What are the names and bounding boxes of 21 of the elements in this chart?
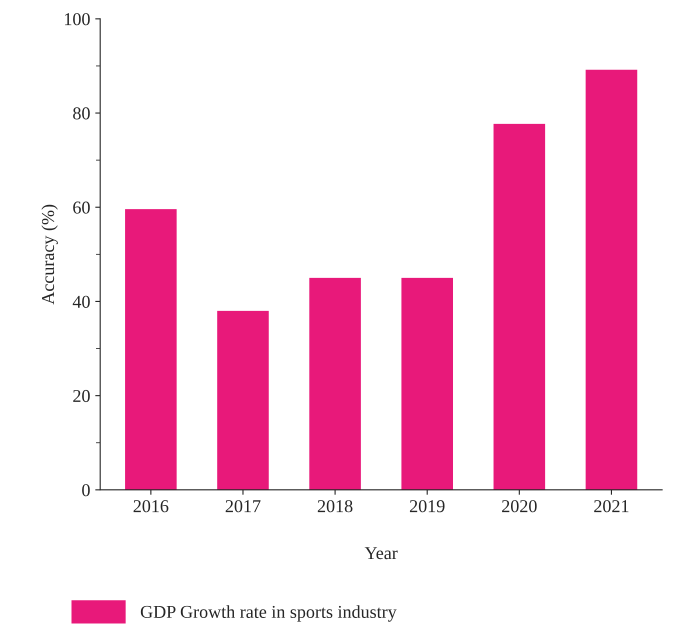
bar bbox=[586, 70, 638, 490]
y-tick-label: 60 bbox=[73, 201, 90, 214]
x-tick-label: 2017 bbox=[226, 500, 261, 512]
x-tick-label: 2016 bbox=[134, 500, 168, 512]
bar bbox=[309, 278, 361, 490]
x-axis-title: Year bbox=[364, 547, 398, 560]
y-tick-label: 20 bbox=[73, 390, 90, 402]
y-tick-label: 0 bbox=[82, 484, 90, 496]
bar bbox=[494, 124, 546, 490]
y-axis-title: Accuracy (%) bbox=[41, 204, 58, 305]
x-tick-label: 2020 bbox=[502, 500, 537, 512]
y-tick-label: 40 bbox=[72, 296, 90, 308]
x-tick-label: 2018 bbox=[318, 500, 352, 512]
bar bbox=[217, 310, 269, 490]
x-tick-label: 2021 bbox=[594, 500, 628, 512]
bar bbox=[401, 278, 453, 490]
y-tick-label: 80 bbox=[73, 107, 90, 120]
bar bbox=[125, 209, 177, 490]
x-tick-label: 2019 bbox=[410, 500, 445, 512]
y-tick-label: 100 bbox=[64, 13, 90, 26]
legend-label: GDP Growth rate in sports industry bbox=[140, 605, 397, 622]
